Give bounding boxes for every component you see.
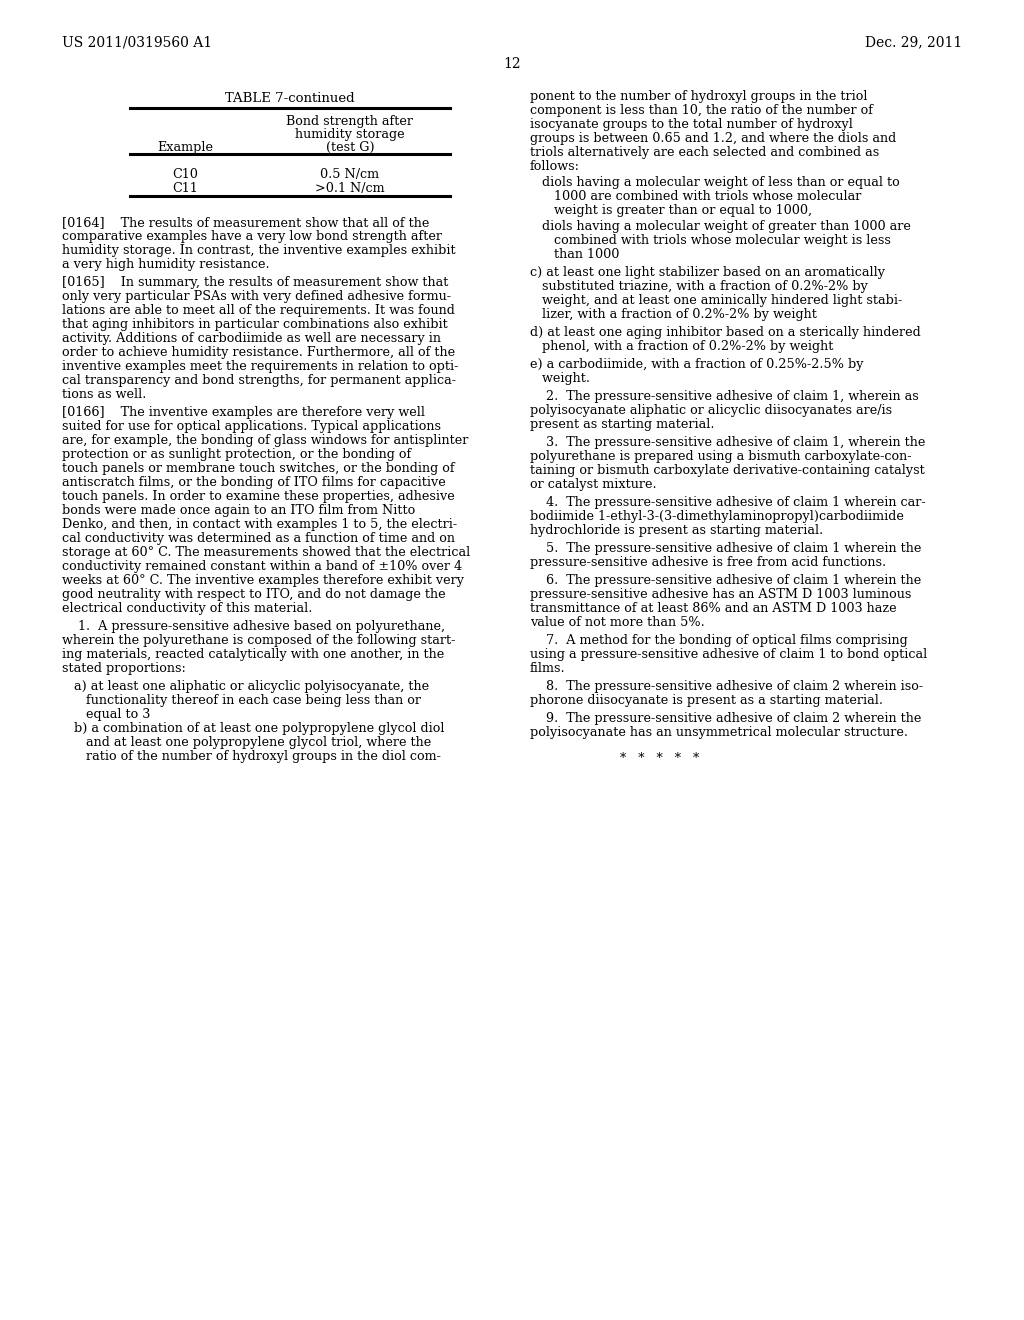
Text: Dec. 29, 2011: Dec. 29, 2011 [864,36,962,49]
Text: activity. Additions of carbodiimide as well are necessary in: activity. Additions of carbodiimide as w… [62,333,441,345]
Text: cal transparency and bond strengths, for permanent applica-: cal transparency and bond strengths, for… [62,374,456,387]
Text: e) a carbodiimide, with a fraction of 0.25%-2.5% by: e) a carbodiimide, with a fraction of 0.… [530,358,863,371]
Text: *   *   *   *   *: * * * * * [620,752,699,766]
Text: humidity storage: humidity storage [295,128,404,141]
Text: transmittance of at least 86% and an ASTM D 1003 haze: transmittance of at least 86% and an AST… [530,602,897,615]
Text: polyisocyanate has an unsymmetrical molecular structure.: polyisocyanate has an unsymmetrical mole… [530,726,908,739]
Text: value of not more than 5%.: value of not more than 5%. [530,616,705,630]
Text: pressure-sensitive adhesive has an ASTM D 1003 luminous: pressure-sensitive adhesive has an ASTM … [530,587,911,601]
Text: d) at least one aging inhibitor based on a sterically hindered: d) at least one aging inhibitor based on… [530,326,921,339]
Text: present as starting material.: present as starting material. [530,418,715,432]
Text: b) a combination of at least one polypropylene glycol diol: b) a combination of at least one polypro… [62,722,444,735]
Text: protection or as sunlight protection, or the bonding of: protection or as sunlight protection, or… [62,447,412,461]
Text: good neutrality with respect to ITO, and do not damage the: good neutrality with respect to ITO, and… [62,587,445,601]
Text: humidity storage. In contrast, the inventive examples exhibit: humidity storage. In contrast, the inven… [62,244,456,257]
Text: Example: Example [157,141,213,154]
Text: substituted triazine, with a fraction of 0.2%-2% by: substituted triazine, with a fraction of… [530,280,868,293]
Text: stated proportions:: stated proportions: [62,663,186,675]
Text: that aging inhibitors in particular combinations also exhibit: that aging inhibitors in particular comb… [62,318,447,331]
Text: ratio of the number of hydroxyl groups in the diol com-: ratio of the number of hydroxyl groups i… [62,750,441,763]
Text: ing materials, reacted catalytically with one another, in the: ing materials, reacted catalytically wit… [62,648,444,661]
Text: touch panels. In order to examine these properties, adhesive: touch panels. In order to examine these … [62,490,455,503]
Text: weeks at 60° C. The inventive examples therefore exhibit very: weeks at 60° C. The inventive examples t… [62,574,464,587]
Text: weight.: weight. [530,372,590,385]
Text: functionality thereof in each case being less than or: functionality thereof in each case being… [62,694,421,708]
Text: 9.  The pressure-sensitive adhesive of claim 2 wherein the: 9. The pressure-sensitive adhesive of cl… [530,711,922,725]
Text: 2.  The pressure-sensitive adhesive of claim 1, wherein as: 2. The pressure-sensitive adhesive of cl… [530,389,919,403]
Text: follows:: follows: [530,160,580,173]
Text: pressure-sensitive adhesive is free from acid functions.: pressure-sensitive adhesive is free from… [530,556,886,569]
Text: 7.  A method for the bonding of optical films comprising: 7. A method for the bonding of optical f… [530,634,907,647]
Text: 1000 are combined with triols whose molecular: 1000 are combined with triols whose mole… [530,190,861,203]
Text: taining or bismuth carboxylate derivative-containing catalyst: taining or bismuth carboxylate derivativ… [530,465,925,477]
Text: equal to 3: equal to 3 [62,708,151,721]
Text: phorone diisocyanate is present as a starting material.: phorone diisocyanate is present as a sta… [530,694,883,708]
Text: are, for example, the bonding of glass windows for antisplinter: are, for example, the bonding of glass w… [62,434,468,447]
Text: >0.1 N/cm: >0.1 N/cm [315,182,385,195]
Text: [0164]    The results of measurement show that all of the: [0164] The results of measurement show t… [62,216,429,228]
Text: lations are able to meet all of the requirements. It was found: lations are able to meet all of the requ… [62,304,455,317]
Text: polyurethane is prepared using a bismuth carboxylate-con-: polyurethane is prepared using a bismuth… [530,450,911,463]
Text: 12: 12 [503,57,521,71]
Text: 0.5 N/cm: 0.5 N/cm [321,168,380,181]
Text: 6.  The pressure-sensitive adhesive of claim 1 wherein the: 6. The pressure-sensitive adhesive of cl… [530,574,922,587]
Text: isocyanate groups to the total number of hydroxyl: isocyanate groups to the total number of… [530,117,853,131]
Text: triols alternatively are each selected and combined as: triols alternatively are each selected a… [530,147,880,158]
Text: wherein the polyurethane is composed of the following start-: wherein the polyurethane is composed of … [62,634,456,647]
Text: 4.  The pressure-sensitive adhesive of claim 1 wherein car-: 4. The pressure-sensitive adhesive of cl… [530,496,926,510]
Text: than 1000: than 1000 [530,248,620,261]
Text: 3.  The pressure-sensitive adhesive of claim 1, wherein the: 3. The pressure-sensitive adhesive of cl… [530,436,926,449]
Text: storage at 60° C. The measurements showed that the electrical: storage at 60° C. The measurements showe… [62,546,470,558]
Text: ponent to the number of hydroxyl groups in the triol: ponent to the number of hydroxyl groups … [530,90,867,103]
Text: and at least one polypropylene glycol triol, where the: and at least one polypropylene glycol tr… [62,737,431,748]
Text: TABLE 7-continued: TABLE 7-continued [225,92,354,106]
Text: only very particular PSAs with very defined adhesive formu-: only very particular PSAs with very defi… [62,290,451,304]
Text: [0166]    The inventive examples are therefore very well: [0166] The inventive examples are theref… [62,407,425,418]
Text: weight, and at least one aminically hindered light stabi-: weight, and at least one aminically hind… [530,294,902,308]
Text: films.: films. [530,663,565,675]
Text: US 2011/0319560 A1: US 2011/0319560 A1 [62,36,212,49]
Text: comparative examples have a very low bond strength after: comparative examples have a very low bon… [62,230,442,243]
Text: [0165]    In summary, the results of measurement show that: [0165] In summary, the results of measur… [62,276,449,289]
Text: suited for use for optical applications. Typical applications: suited for use for optical applications.… [62,420,441,433]
Text: c) at least one light stabilizer based on an aromatically: c) at least one light stabilizer based o… [530,267,885,279]
Text: or catalyst mixture.: or catalyst mixture. [530,478,656,491]
Text: polyisocyanate aliphatic or alicyclic diisocyanates are/is: polyisocyanate aliphatic or alicyclic di… [530,404,892,417]
Text: hydrochloride is present as starting material.: hydrochloride is present as starting mat… [530,524,823,537]
Text: inventive examples meet the requirements in relation to opti-: inventive examples meet the requirements… [62,360,459,374]
Text: conductivity remained constant within a band of ±10% over 4: conductivity remained constant within a … [62,560,462,573]
Text: 5.  The pressure-sensitive adhesive of claim 1 wherein the: 5. The pressure-sensitive adhesive of cl… [530,543,922,554]
Text: tions as well.: tions as well. [62,388,146,401]
Text: touch panels or membrane touch switches, or the bonding of: touch panels or membrane touch switches,… [62,462,455,475]
Text: cal conductivity was determined as a function of time and on: cal conductivity was determined as a fun… [62,532,455,545]
Text: (test G): (test G) [326,141,375,154]
Text: Denko, and then, in contact with examples 1 to 5, the electri-: Denko, and then, in contact with example… [62,517,457,531]
Text: C11: C11 [172,182,198,195]
Text: Bond strength after: Bond strength after [287,115,414,128]
Text: combined with triols whose molecular weight is less: combined with triols whose molecular wei… [530,234,891,247]
Text: bonds were made once again to an ITO film from Nitto: bonds were made once again to an ITO fil… [62,504,416,517]
Text: phenol, with a fraction of 0.2%-2% by weight: phenol, with a fraction of 0.2%-2% by we… [530,341,834,352]
Text: groups is between 0.65 and 1.2, and where the diols and: groups is between 0.65 and 1.2, and wher… [530,132,896,145]
Text: lizer, with a fraction of 0.2%-2% by weight: lizer, with a fraction of 0.2%-2% by wei… [530,308,817,321]
Text: component is less than 10, the ratio of the number of: component is less than 10, the ratio of … [530,104,873,117]
Text: 8.  The pressure-sensitive adhesive of claim 2 wherein iso-: 8. The pressure-sensitive adhesive of cl… [530,680,923,693]
Text: order to achieve humidity resistance. Furthermore, all of the: order to achieve humidity resistance. Fu… [62,346,455,359]
Text: diols having a molecular weight of greater than 1000 are: diols having a molecular weight of great… [530,220,911,234]
Text: electrical conductivity of this material.: electrical conductivity of this material… [62,602,312,615]
Text: C10: C10 [172,168,198,181]
Text: a very high humidity resistance.: a very high humidity resistance. [62,257,269,271]
Text: antiscratch films, or the bonding of ITO films for capacitive: antiscratch films, or the bonding of ITO… [62,477,445,488]
Text: using a pressure-sensitive adhesive of claim 1 to bond optical: using a pressure-sensitive adhesive of c… [530,648,928,661]
Text: 1.  A pressure-sensitive adhesive based on polyurethane,: 1. A pressure-sensitive adhesive based o… [62,620,445,634]
Text: diols having a molecular weight of less than or equal to: diols having a molecular weight of less … [530,176,900,189]
Text: weight is greater than or equal to 1000,: weight is greater than or equal to 1000, [530,205,812,216]
Text: bodiimide 1-ethyl-3-(3-dimethylaminopropyl)carbodiimide: bodiimide 1-ethyl-3-(3-dimethylaminoprop… [530,510,904,523]
Text: a) at least one aliphatic or alicyclic polyisocyanate, the: a) at least one aliphatic or alicyclic p… [62,680,429,693]
